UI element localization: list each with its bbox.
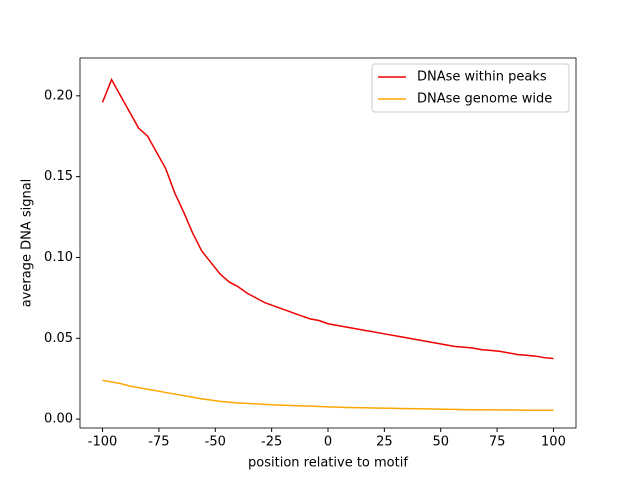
legend-label: DNAse within peaks xyxy=(417,70,547,85)
y-tick-label: 0.00 xyxy=(44,412,73,427)
y-axis-label: average DNA signal xyxy=(20,179,35,308)
y-tick-label: 0.15 xyxy=(44,169,73,184)
legend-box xyxy=(371,63,570,113)
x-tick-label: -25 xyxy=(261,435,282,450)
x-tick-label: 75 xyxy=(489,435,506,450)
x-axis-label: position relative to motif xyxy=(248,456,408,471)
x-tick-label: -50 xyxy=(205,435,226,450)
x-tick-label: -75 xyxy=(148,435,169,450)
line-series xyxy=(101,77,554,360)
y-tick-label: 0.20 xyxy=(44,88,73,103)
legend-label: DNAse genome wide xyxy=(417,92,552,107)
y-tick-label: 0.05 xyxy=(44,331,73,346)
x-tick-label: 50 xyxy=(432,435,449,450)
x-tick-label: 0 xyxy=(324,435,332,450)
y-tick-label: 0.10 xyxy=(44,250,73,265)
x-tick-label: -100 xyxy=(88,435,118,450)
x-tick-label: 100 xyxy=(541,435,566,450)
x-tick-label: 25 xyxy=(376,435,393,450)
line-series xyxy=(102,379,554,411)
plot-frame xyxy=(79,57,577,429)
